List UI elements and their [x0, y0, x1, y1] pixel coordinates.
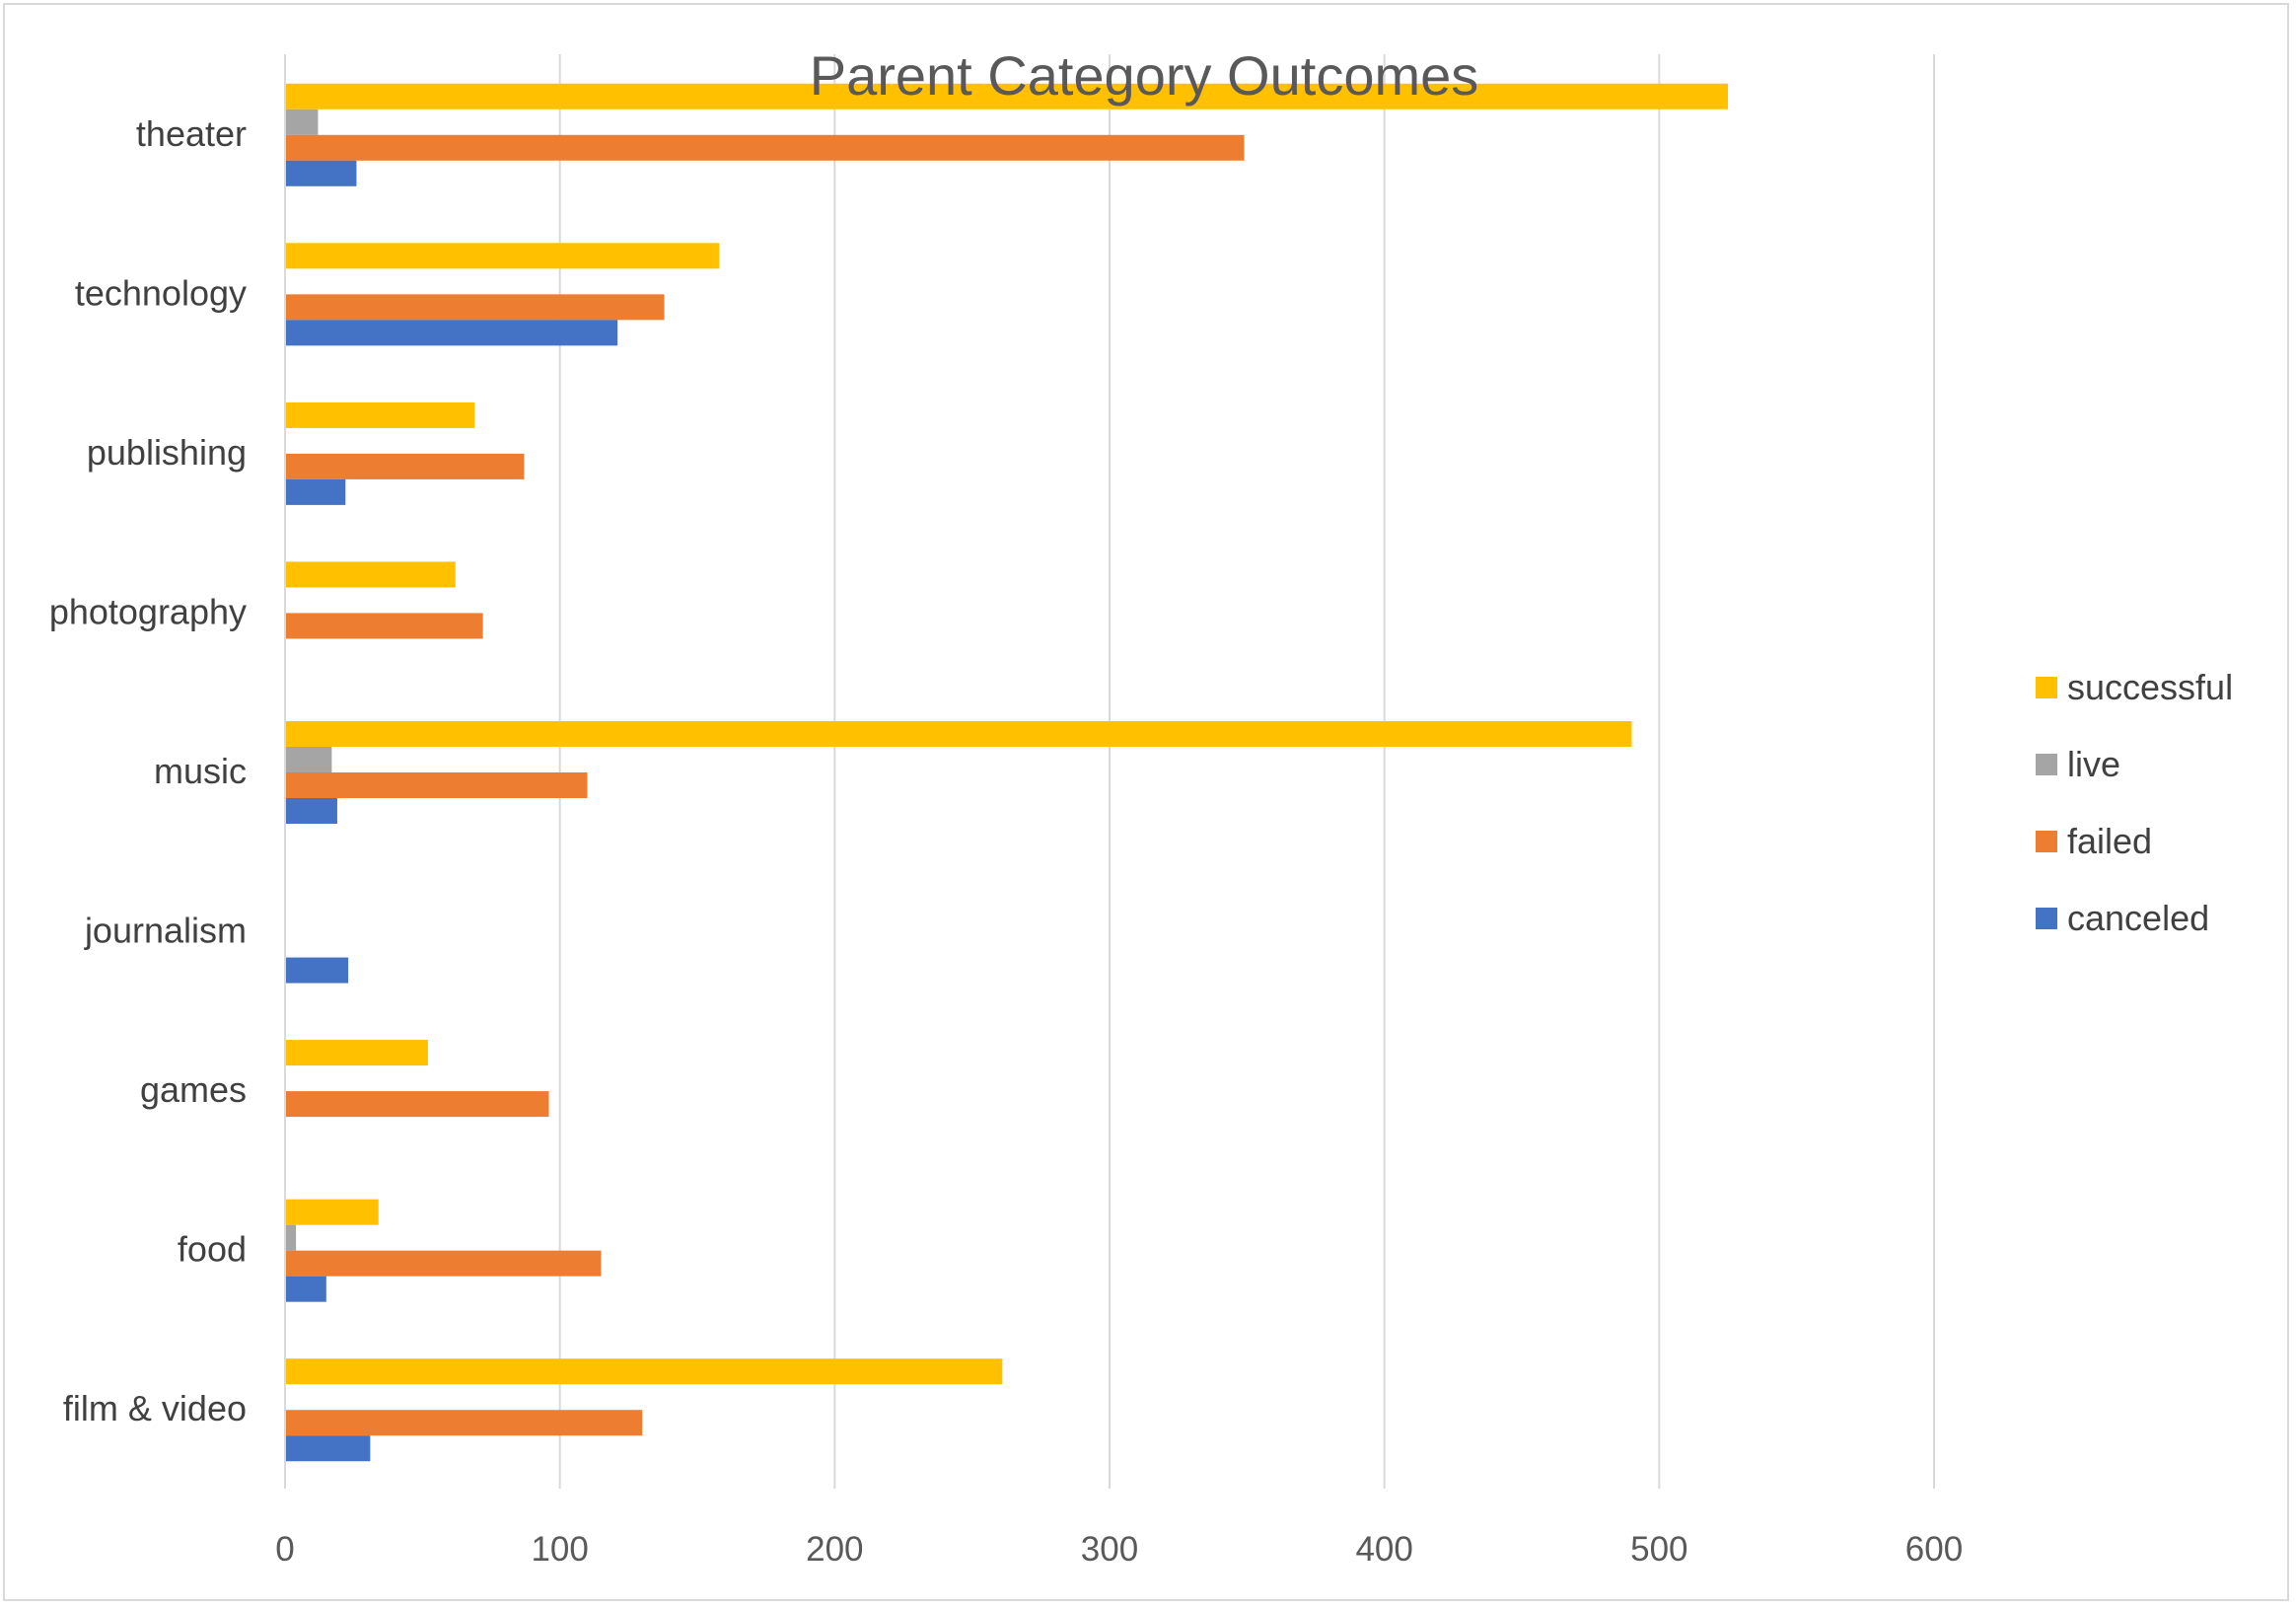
- bar-live: [285, 747, 332, 772]
- bar-failed: [285, 294, 665, 321]
- bar-canceled: [285, 957, 349, 984]
- bar-successful: [285, 561, 456, 588]
- legend-swatch-successful: [2036, 677, 2057, 698]
- legend-label-canceled: canceled: [2067, 898, 2209, 938]
- category-label: technology: [75, 272, 247, 313]
- bar-canceled: [285, 160, 357, 186]
- bar-failed: [285, 772, 588, 798]
- axes: 0 100 200 300 400 500 600 theater technology publ…: [49, 54, 1963, 1569]
- category-label: film & video: [63, 1388, 247, 1428]
- x-tick-label: 0: [275, 1530, 294, 1569]
- legend-label-failed: failed: [2067, 821, 2152, 861]
- bar-live: [285, 1224, 297, 1251]
- bar-successful: [285, 1358, 1003, 1385]
- legend-swatch-live: [2036, 754, 2057, 775]
- bar-successful: [285, 83, 1728, 110]
- bar-successful: [285, 243, 720, 269]
- legend: successful live failed canceled: [2036, 667, 2233, 938]
- chart-frame: [3, 3, 2289, 1601]
- bar-failed: [285, 613, 483, 639]
- chart-title: Parent Category Outcomes: [810, 44, 1479, 107]
- category-label: publishing: [87, 432, 247, 473]
- bar-canceled: [285, 1435, 371, 1462]
- x-tick-label: 300: [1081, 1530, 1138, 1569]
- bar-successful: [285, 721, 1632, 747]
- category-label: games: [140, 1069, 247, 1110]
- bar-live: [285, 109, 319, 135]
- bar-successful: [285, 402, 475, 428]
- x-tick-label: 200: [806, 1530, 863, 1569]
- bar-successful: [285, 1199, 379, 1225]
- x-tick-label: 600: [1905, 1530, 1963, 1569]
- bar-canceled: [285, 320, 618, 346]
- category-label: food: [178, 1229, 247, 1270]
- legend-swatch-canceled: [2036, 908, 2057, 929]
- x-tick-label: 500: [1630, 1530, 1687, 1569]
- bar-canceled: [285, 798, 337, 824]
- category-label: photography: [49, 591, 247, 631]
- category-label: theater: [136, 113, 247, 154]
- x-tick-label: 100: [531, 1530, 588, 1569]
- bar-canceled: [285, 478, 346, 505]
- legend-label-live: live: [2067, 744, 2120, 784]
- legend-swatch-failed: [2036, 831, 2057, 852]
- gridlines: [558, 54, 1935, 1489]
- bar-canceled: [285, 1276, 326, 1302]
- legend-label-successful: successful: [2067, 667, 2233, 707]
- bar-failed: [285, 1410, 643, 1436]
- x-tick-label: 400: [1355, 1530, 1412, 1569]
- bar-failed: [285, 1091, 549, 1118]
- bar-failed: [285, 1250, 602, 1277]
- bar-failed: [285, 453, 525, 479]
- bar-failed: [285, 134, 1245, 161]
- category-label: journalism: [84, 911, 247, 951]
- category-label: music: [154, 751, 247, 791]
- bar-successful: [285, 1040, 428, 1066]
- bars: [285, 83, 1728, 1462]
